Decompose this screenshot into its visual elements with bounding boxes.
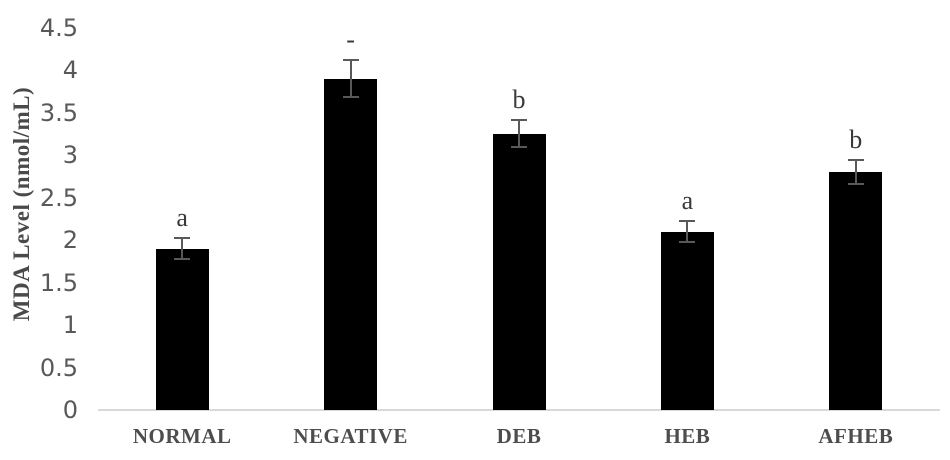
error-bar-normal xyxy=(181,238,184,259)
error-bar-cap-top xyxy=(174,237,191,240)
y-tick-label: 4.5 xyxy=(39,13,78,42)
error-bar-cap-bottom xyxy=(511,146,527,149)
error-bar-negative xyxy=(349,59,352,98)
significance-letter-deb: b xyxy=(512,85,526,115)
error-bar-deb xyxy=(518,120,520,148)
y-tick-label: 1 xyxy=(62,311,78,339)
x-category-label-negative: NEGATIVE xyxy=(293,424,408,448)
x-category-label-deb: DEB xyxy=(496,424,542,448)
error-bar-cap-top xyxy=(511,119,527,122)
x-category-label-afheb: AFHEB xyxy=(818,424,894,448)
bar-afheb xyxy=(829,172,883,410)
y-tick-label: 0 xyxy=(62,396,78,424)
bar-normal xyxy=(155,248,209,410)
x-category-label-heb: HEB xyxy=(664,424,711,448)
significance-letter-normal: a xyxy=(176,203,188,233)
bar-deb xyxy=(492,133,546,410)
error-bar-cap-bottom xyxy=(174,257,191,260)
y-tick-label: 4 xyxy=(62,56,78,84)
error-bar-cap-bottom xyxy=(342,96,359,99)
y-tick-label: 3.5 xyxy=(39,98,78,127)
y-tick-label: 1.5 xyxy=(39,268,78,297)
significance-letter-afheb: b xyxy=(849,125,863,155)
y-tick-label: 3 xyxy=(62,141,78,169)
error-bar-heb xyxy=(686,221,689,242)
error-bar-cap-top xyxy=(342,58,359,61)
y-tick-label: 2.5 xyxy=(39,183,78,212)
significance-letter-heb: a xyxy=(681,186,694,216)
error-bar-cap-bottom xyxy=(679,240,696,243)
bar-negative xyxy=(324,78,378,410)
x-axis-line xyxy=(98,409,940,411)
significance-letter-negative: - xyxy=(346,24,355,54)
y-tick-label: 2 xyxy=(62,226,78,254)
error-bar-afheb xyxy=(854,160,857,184)
error-bar-cap-top xyxy=(679,220,696,223)
error-bar-cap-bottom xyxy=(847,182,864,185)
bar-heb xyxy=(660,231,714,410)
x-category-label-normal: NORMAL xyxy=(132,424,232,448)
y-tick-label: 0.5 xyxy=(39,353,78,382)
error-bar-cap-top xyxy=(847,159,864,162)
